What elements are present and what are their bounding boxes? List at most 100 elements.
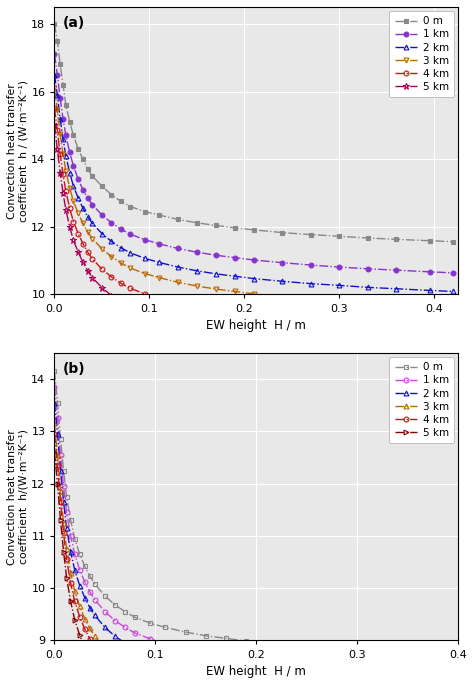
1 km [75, 175, 81, 184]
4 km [85, 248, 91, 256]
4 km [67, 204, 73, 212]
1 km [118, 225, 124, 234]
4 km [427, 322, 433, 330]
5 km [55, 479, 60, 488]
1 km [355, 662, 360, 670]
4 km [55, 126, 60, 134]
5 km [75, 248, 81, 256]
5 km [60, 189, 66, 197]
3 km [183, 680, 189, 685]
3 km [308, 295, 314, 303]
2 km [132, 645, 138, 653]
0 m [118, 197, 124, 205]
2 km [122, 639, 128, 647]
3 km [251, 290, 257, 298]
3 km [147, 671, 153, 680]
1 km [99, 211, 105, 219]
4 km [82, 625, 88, 633]
4 km [102, 655, 108, 663]
1 km [90, 201, 95, 209]
4 km [77, 613, 82, 621]
4 km [99, 265, 105, 273]
0 m [85, 165, 91, 173]
0 m [324, 644, 330, 652]
2 km [324, 675, 330, 684]
5 km [64, 573, 69, 582]
1 km [60, 114, 66, 123]
Text: (a): (a) [63, 16, 85, 29]
1 km [102, 608, 108, 616]
3 km [122, 660, 128, 668]
0 m [82, 562, 88, 571]
1 km [365, 264, 371, 273]
1 km [64, 508, 69, 516]
3 km [203, 684, 209, 685]
1 km [427, 268, 433, 276]
3 km [163, 675, 168, 684]
1 km [142, 236, 147, 244]
4 km [52, 104, 57, 112]
2 km [52, 399, 57, 407]
5 km [427, 340, 433, 349]
4 km [52, 430, 57, 438]
4 km [232, 308, 238, 316]
4 km [122, 671, 128, 679]
2 km [142, 254, 147, 262]
5 km [213, 324, 219, 332]
4 km [109, 273, 114, 281]
2 km [427, 286, 433, 295]
5 km [280, 332, 285, 340]
1 km [232, 253, 238, 262]
4 km [147, 682, 153, 685]
Line: 5 km: 5 km [51, 122, 456, 349]
3 km [365, 299, 371, 307]
2 km [102, 623, 108, 632]
Legend: 0 m, 1 km, 2 km, 3 km, 4 km, 5 km: 0 m, 1 km, 2 km, 3 km, 4 km, 5 km [389, 357, 454, 443]
1 km [77, 566, 82, 574]
2 km [294, 673, 300, 681]
2 km [52, 71, 57, 79]
2 km [68, 547, 73, 556]
4 km [132, 676, 138, 684]
1 km [63, 132, 69, 140]
1 km [72, 550, 78, 558]
2 km [112, 632, 118, 640]
4 km [175, 299, 181, 307]
5 km [251, 329, 257, 337]
3 km [67, 184, 73, 192]
4 km [451, 323, 456, 331]
1 km [294, 658, 300, 666]
Line: 3 km: 3 km [52, 86, 456, 310]
2 km [415, 681, 420, 685]
5 km [112, 682, 118, 685]
Line: 2 km: 2 km [52, 400, 420, 685]
5 km [194, 321, 200, 329]
2 km [147, 651, 153, 659]
0 m [75, 145, 81, 153]
4 km [63, 187, 69, 195]
2 km [57, 114, 63, 123]
5 km [156, 312, 162, 321]
2 km [213, 270, 219, 278]
0 m [112, 601, 118, 609]
3 km [80, 219, 86, 227]
5 km [77, 631, 82, 639]
1 km [61, 482, 66, 490]
1 km [109, 219, 114, 227]
0 m [57, 60, 63, 68]
4 km [213, 306, 219, 314]
1 km [203, 647, 209, 656]
0 m [194, 219, 200, 227]
X-axis label: EW height  H / m: EW height H / m [206, 319, 306, 332]
3 km [337, 297, 342, 305]
0 m [308, 231, 314, 239]
0 m [72, 534, 78, 543]
5 km [63, 206, 69, 214]
1 km [71, 162, 76, 170]
2 km [194, 266, 200, 275]
3 km [63, 167, 69, 175]
4 km [71, 218, 76, 226]
1 km [92, 595, 98, 603]
1 km [55, 71, 60, 79]
0 m [102, 592, 108, 600]
